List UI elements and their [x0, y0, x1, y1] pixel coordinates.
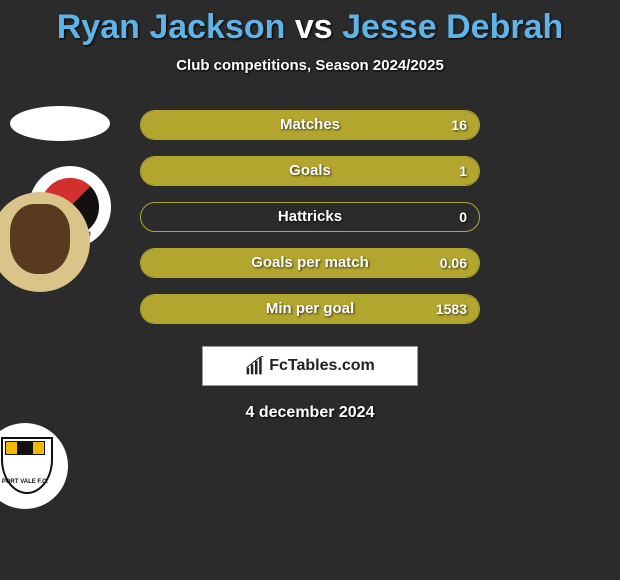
stat-row: Min per goal1583 — [140, 294, 480, 324]
chart-icon — [245, 356, 265, 376]
title-player2: Jesse Debrah — [342, 8, 563, 46]
stat-label: Min per goal — [141, 295, 479, 323]
stat-label: Goals per match — [141, 249, 479, 277]
stat-value-right: 1583 — [436, 295, 467, 323]
title-vs: vs — [285, 8, 342, 46]
stat-label: Goals — [141, 157, 479, 185]
page-title: Ryan Jackson vs Jesse Debrah — [0, 0, 620, 47]
stat-value-right: 16 — [451, 111, 467, 139]
brand-text: FcTables.com — [269, 357, 375, 375]
brand-badge[interactable]: FcTables.com — [202, 346, 418, 386]
stat-row: Goals per match0.06 — [140, 248, 480, 278]
player2-photo — [0, 192, 90, 292]
player1-photo — [10, 106, 110, 141]
stat-label: Hattricks — [141, 203, 479, 231]
stat-label: Matches — [141, 111, 479, 139]
stat-row: Goals1 — [140, 156, 480, 186]
stat-value-right: 1 — [459, 157, 467, 185]
comparison-panel: CHELTENHAMTOWN FC Matches16Goals1Hattric… — [0, 106, 620, 336]
player2-club-logo — [0, 423, 68, 509]
stats-list: Matches16 Goals1 Hattricks0 Goals per match… — [140, 110, 480, 340]
subtitle: Club competitions, Season 2024/2025 — [0, 57, 620, 74]
stat-row: Hattricks0 — [140, 202, 480, 232]
date-label: 4 december 2024 — [0, 404, 620, 422]
stat-row: Matches16 — [140, 110, 480, 140]
stat-value-right: 0.06 — [440, 249, 467, 277]
stat-value-right: 0 — [459, 203, 467, 231]
portvale-crest-top — [5, 441, 45, 455]
title-player1: Ryan Jackson — [57, 8, 286, 46]
